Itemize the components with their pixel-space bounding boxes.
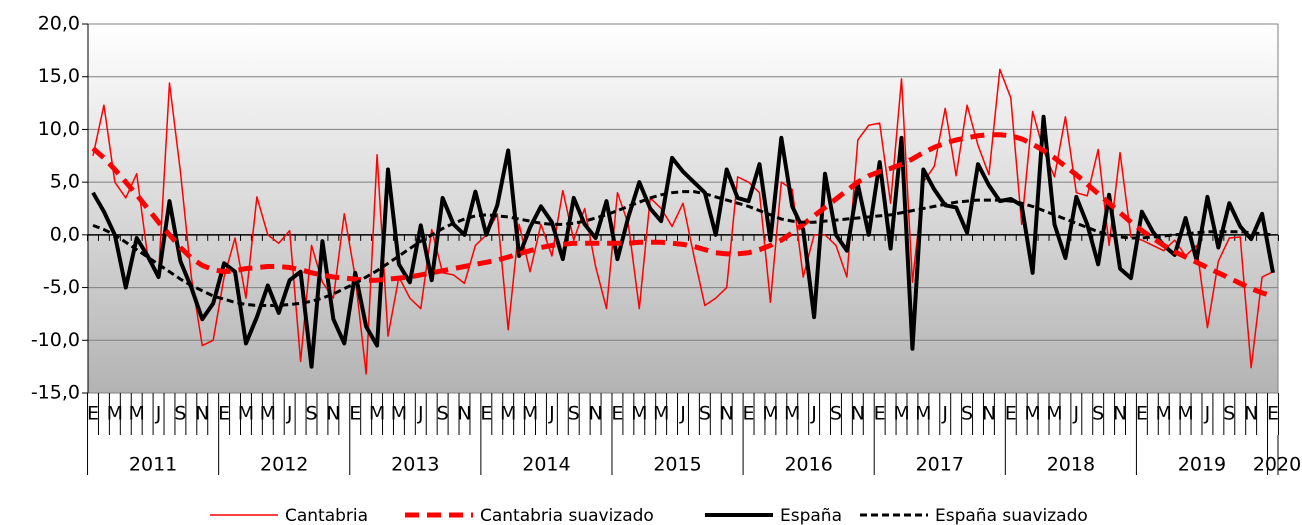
- y-tick-label: 0,0: [50, 223, 80, 245]
- x-tick-label: J: [1073, 403, 1080, 425]
- x-tick-label: M: [107, 403, 123, 425]
- year-label: 2019: [1178, 454, 1226, 476]
- x-tick-label: M: [631, 403, 647, 425]
- year-label: 2013: [391, 454, 439, 476]
- x-tick-label: S: [830, 403, 842, 425]
- x-tick-label: S: [961, 403, 973, 425]
- legend-label: España: [780, 506, 842, 525]
- x-tick-label: M: [238, 403, 254, 425]
- year-label: 2017: [916, 454, 964, 476]
- x-tick-label: N: [588, 403, 602, 425]
- y-tick-label: 20,0: [38, 13, 80, 35]
- series-line: [91, 114, 1275, 369]
- x-tick-label: M: [1177, 403, 1193, 425]
- x-tick-label: M: [260, 403, 276, 425]
- x-tick-label: M: [1156, 403, 1172, 425]
- x-tick-label: E: [218, 403, 230, 425]
- x-tick-label: J: [155, 403, 162, 425]
- x-tick-label: E: [1005, 403, 1017, 425]
- x-tick-label: N: [720, 403, 734, 425]
- x-tick-label: J: [286, 403, 293, 425]
- x-tick-label: N: [1244, 403, 1258, 425]
- x-tick-label: J: [1204, 403, 1211, 425]
- legend-label: Cantabria suavizado: [480, 506, 654, 525]
- x-tick-label: E: [87, 403, 99, 425]
- x-tick-label: N: [851, 403, 865, 425]
- x-tick-label: N: [1113, 403, 1127, 425]
- x-tick-label: M: [129, 403, 145, 425]
- year-label: 2016: [784, 454, 832, 476]
- year-label: 2011: [129, 454, 177, 476]
- y-tick-label: -5,0: [43, 276, 80, 298]
- x-tick-label: M: [1046, 403, 1062, 425]
- y-tick-label: 5,0: [50, 171, 80, 193]
- x-tick-label: M: [522, 403, 538, 425]
- x-tick-label: M: [915, 403, 931, 425]
- x-tick-label: J: [810, 403, 817, 425]
- x-tick-label: S: [305, 403, 317, 425]
- x-tick-label: E: [743, 403, 755, 425]
- x-tick-label: E: [874, 403, 886, 425]
- x-tick-label: M: [653, 403, 669, 425]
- x-tick-label: J: [417, 403, 424, 425]
- x-tick-label: M: [500, 403, 516, 425]
- x-tick-label: M: [369, 403, 385, 425]
- year-label: 2020: [1253, 454, 1301, 476]
- y-tick-label: -15,0: [31, 382, 80, 404]
- y-tick-label: -10,0: [31, 329, 80, 351]
- x-tick-label: E: [611, 403, 623, 425]
- x-tick-label: N: [195, 403, 209, 425]
- y-tick-label: 15,0: [38, 65, 80, 87]
- x-tick-label: E: [480, 403, 492, 425]
- x-tick-label: S: [1092, 403, 1104, 425]
- x-tick-label: E: [1136, 403, 1148, 425]
- x-tick-label: J: [548, 403, 555, 425]
- x-tick-label: S: [174, 403, 186, 425]
- x-tick-label: S: [1223, 403, 1235, 425]
- x-tick-label: N: [982, 403, 996, 425]
- x-tick-label: N: [326, 403, 340, 425]
- x-tick-label: S: [699, 403, 711, 425]
- x-tick-label: E: [1267, 403, 1279, 425]
- legend-label: España suavizado: [935, 506, 1088, 525]
- x-tick-label: M: [1024, 403, 1040, 425]
- series-line: [92, 190, 1274, 307]
- x-tick-label: J: [679, 403, 686, 425]
- year-label: 2018: [1047, 454, 1095, 476]
- year-label: 2014: [522, 454, 570, 476]
- x-tick-label: M: [784, 403, 800, 425]
- x-tick-label: E: [349, 403, 361, 425]
- series-line: [91, 132, 1274, 299]
- x-tick-label: M: [893, 403, 909, 425]
- plot-area: [87, 23, 1279, 394]
- x-tick-label: N: [457, 403, 471, 425]
- x-tick-label: M: [391, 403, 407, 425]
- x-tick-label: J: [941, 403, 948, 425]
- y-tick-label: 10,0: [38, 118, 80, 140]
- x-tick-label: S: [437, 403, 449, 425]
- series-line: [92, 68, 1274, 375]
- x-tick-label: S: [568, 403, 580, 425]
- year-label: 2012: [260, 454, 308, 476]
- x-tick-label: M: [762, 403, 778, 425]
- legend-label: Cantabria: [285, 506, 368, 525]
- year-label: 2015: [653, 454, 701, 476]
